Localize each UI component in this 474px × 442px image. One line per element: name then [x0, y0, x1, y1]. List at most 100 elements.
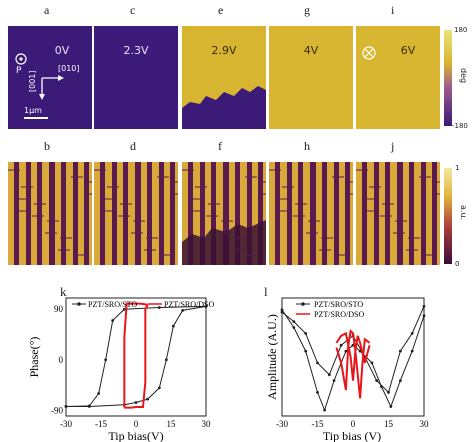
amplitude-map-b — [8, 162, 92, 265]
series-point — [204, 305, 208, 308]
series-point — [370, 361, 374, 365]
series-point — [363, 355, 367, 359]
polarization-out-icon — [15, 53, 27, 65]
phase-colorbar-title: deg — [459, 68, 468, 84]
panel-letter-h: h — [304, 139, 310, 153]
panel-letter-g: g — [304, 3, 310, 17]
series-point — [304, 349, 308, 353]
x-tick-label: 15 — [384, 419, 394, 429]
series-point — [104, 358, 108, 362]
series-point — [316, 391, 319, 394]
amplitude-colorbar-title: a.u. — [459, 205, 468, 221]
series-point — [204, 305, 208, 308]
series-line — [335, 331, 371, 381]
axis-001-label: [001] — [28, 70, 37, 92]
y-tick-label: -90 — [51, 405, 63, 415]
amplitude-map-h — [269, 162, 353, 265]
legend-sto-k: PZT/SRO/STO — [88, 300, 137, 309]
panel-letter-k: k — [60, 284, 67, 299]
panel-letter-c: c — [130, 3, 136, 17]
polarization-in-icon — [362, 46, 376, 60]
phase-colorbar-max: 180 — [454, 26, 468, 34]
series-point — [375, 379, 379, 382]
panel-letter-d: d — [130, 139, 136, 153]
x-tick-label: 30 — [420, 419, 430, 429]
panel-letter-l: l — [264, 284, 268, 299]
series-line — [66, 305, 207, 407]
series-point — [327, 373, 331, 377]
series-point — [87, 404, 91, 408]
series-point — [280, 308, 284, 312]
phase-map-a: 0V P [010] [001] 1μm — [8, 26, 92, 129]
amplitude-colorbar-min: 0 — [455, 260, 460, 268]
series-point — [292, 320, 296, 323]
series-line — [65, 305, 207, 407]
phase-colorbar-min: -180 — [452, 122, 468, 130]
x-tick-label: 30 — [202, 419, 212, 429]
panel-letter-b: b — [44, 139, 50, 153]
series-point — [339, 343, 343, 347]
series-point — [323, 408, 326, 412]
x-axis-label-k: Tip bias(V) — [108, 429, 163, 442]
panel-letter-j: j — [391, 139, 395, 153]
series-point — [97, 392, 101, 395]
series-point — [387, 391, 390, 394]
x-tick-label: 0 — [134, 419, 139, 429]
phase-colorbar — [444, 30, 452, 126]
series-point — [358, 349, 362, 353]
amplitude-colorbar — [444, 168, 452, 264]
series-point — [351, 343, 355, 347]
arrow-right-icon — [58, 75, 64, 81]
series-point — [292, 326, 296, 329]
panel-letter-f: f — [218, 139, 222, 153]
panel-letter-e: e — [218, 3, 224, 17]
scale-label: 1μm — [24, 106, 42, 115]
plot-frame-l — [281, 297, 425, 417]
y-axis-label-l: Amplitude (A.U.) — [265, 314, 279, 400]
x-tick-label: -15 — [312, 419, 324, 429]
series-point — [181, 308, 185, 312]
series-point — [87, 405, 91, 408]
series-point — [146, 397, 150, 401]
x-tick-label: -30 — [60, 419, 72, 429]
voltage-label: 0V — [54, 44, 70, 57]
series-point — [304, 332, 308, 335]
x-tick-label: 15 — [167, 419, 177, 429]
series-point — [64, 405, 68, 408]
series-line — [281, 309, 425, 412]
series-point — [422, 314, 426, 318]
series-point — [398, 349, 402, 353]
series-point — [122, 403, 126, 407]
panel-letter-i: i — [391, 3, 395, 17]
switched-domain-region — [182, 86, 266, 129]
phase-map-e: 2.9V — [182, 26, 266, 129]
y-tick-label: 0 — [59, 355, 64, 365]
series-point — [351, 334, 355, 338]
series-line — [281, 306, 425, 394]
plot-frame-k — [65, 297, 207, 417]
y-axis-label-k: Phase(°) — [27, 337, 41, 378]
x-tick-label: -15 — [95, 419, 107, 429]
voltage-label: 6V — [400, 44, 416, 57]
series-line — [335, 328, 371, 399]
amplitude-map-f — [182, 162, 266, 265]
series-point — [111, 319, 115, 322]
series-point — [344, 349, 348, 353]
amplitude-map-j — [356, 162, 440, 265]
p-label: P — [16, 66, 22, 76]
series-line — [124, 304, 149, 409]
series-point — [134, 401, 138, 404]
axis-010-label: [010] — [58, 64, 80, 73]
series-line — [123, 302, 148, 408]
voltage-label: 2.9V — [211, 44, 237, 57]
x-tick-label: 0 — [351, 419, 356, 429]
series-point — [280, 310, 284, 314]
series-point — [332, 379, 336, 382]
panel-letter-a: a — [44, 3, 50, 17]
amplitude-colorbar-max: 1 — [455, 164, 460, 172]
series-point — [389, 405, 393, 408]
legend-dso-l: PZT/SRO/DSO — [314, 310, 364, 319]
series-point — [64, 405, 68, 408]
x-tick-label: -30 — [276, 419, 288, 429]
orientation-glyphs — [15, 53, 64, 119]
